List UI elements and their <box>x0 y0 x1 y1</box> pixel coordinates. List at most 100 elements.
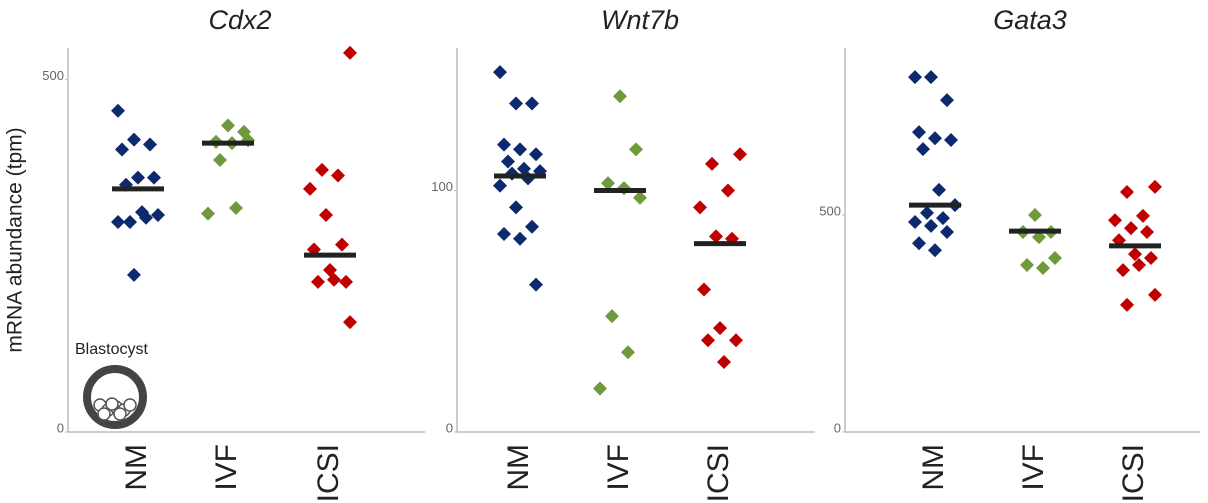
x-tick-label: ICSI <box>312 444 345 502</box>
point <box>111 103 125 118</box>
point <box>593 381 607 396</box>
point <box>123 215 137 230</box>
point <box>1020 257 1034 272</box>
x-tick-label: NM <box>120 444 153 491</box>
point <box>497 137 511 152</box>
point <box>621 345 635 360</box>
blastocyst-cell <box>105 397 119 411</box>
point <box>1108 213 1122 228</box>
blastocyst-cell <box>123 398 137 412</box>
point <box>1120 297 1134 312</box>
point <box>493 65 507 80</box>
point <box>928 243 942 258</box>
point <box>221 118 235 133</box>
point <box>111 215 125 230</box>
point <box>509 96 523 111</box>
point <box>705 156 719 171</box>
point <box>729 333 743 348</box>
point <box>629 142 643 157</box>
point <box>633 190 647 205</box>
point <box>509 200 523 215</box>
x-tick-label: IVF <box>210 444 243 491</box>
y-axis-label: mRNA abundance (tpm) <box>4 127 27 352</box>
point <box>928 131 942 146</box>
chart-title: Wnt7b <box>601 5 679 35</box>
point <box>920 205 934 220</box>
chart-title: Gata3 <box>993 5 1067 35</box>
y-tick-label: 0 <box>57 420 64 435</box>
point <box>1028 208 1042 223</box>
point <box>717 354 731 369</box>
point <box>613 89 627 104</box>
point <box>513 142 527 157</box>
point <box>327 272 341 287</box>
point <box>1144 251 1158 266</box>
x-tick-label: NM <box>917 444 950 491</box>
point <box>1148 179 1162 194</box>
point <box>936 211 950 226</box>
point <box>213 153 227 168</box>
y-tick-label: 0 <box>834 420 841 435</box>
chart-title: Cdx2 <box>208 5 271 35</box>
point <box>529 147 543 162</box>
point <box>1048 251 1062 266</box>
point <box>701 333 715 348</box>
point <box>319 207 333 222</box>
x-tick-label: ICSI <box>1117 444 1150 502</box>
point <box>497 226 511 241</box>
y-tick-label: 100 <box>431 179 453 194</box>
point <box>709 229 723 244</box>
point <box>924 70 938 85</box>
point <box>529 277 543 292</box>
point <box>1140 224 1154 239</box>
point <box>127 132 141 147</box>
point <box>525 219 539 234</box>
point <box>315 162 329 177</box>
y-tick-label: 500 <box>42 68 64 83</box>
point <box>605 309 619 324</box>
point <box>721 183 735 198</box>
point <box>143 137 157 152</box>
point <box>1036 260 1050 275</box>
point <box>147 170 161 185</box>
point <box>713 321 727 336</box>
point <box>1032 230 1046 245</box>
point <box>303 181 317 196</box>
point <box>924 218 938 233</box>
y-tick-label: 0 <box>446 420 453 435</box>
point <box>1128 247 1142 262</box>
point <box>131 170 145 185</box>
point <box>501 154 515 169</box>
point <box>335 237 349 252</box>
y-tick-label: 500 <box>819 203 841 218</box>
point <box>127 267 141 282</box>
point <box>601 176 615 191</box>
point <box>525 96 539 111</box>
point <box>908 214 922 229</box>
point <box>139 210 153 225</box>
point <box>331 168 345 183</box>
point <box>1132 257 1146 272</box>
point <box>940 224 954 239</box>
point <box>343 45 357 60</box>
point <box>229 200 243 215</box>
point <box>944 132 958 147</box>
point <box>1124 221 1138 236</box>
point <box>115 142 129 157</box>
point <box>916 142 930 157</box>
x-tick-label: IVF <box>1017 444 1050 491</box>
point <box>932 182 946 197</box>
point <box>311 274 325 289</box>
point <box>733 147 747 162</box>
blastocyst-cell <box>97 407 111 421</box>
blastocyst-cell <box>113 407 127 421</box>
point <box>1148 287 1162 302</box>
point <box>339 274 353 289</box>
point <box>940 93 954 108</box>
point <box>493 178 507 193</box>
annotation: Blastocyst <box>75 341 148 358</box>
point <box>1136 208 1150 223</box>
point <box>1116 263 1130 278</box>
point <box>697 282 711 297</box>
